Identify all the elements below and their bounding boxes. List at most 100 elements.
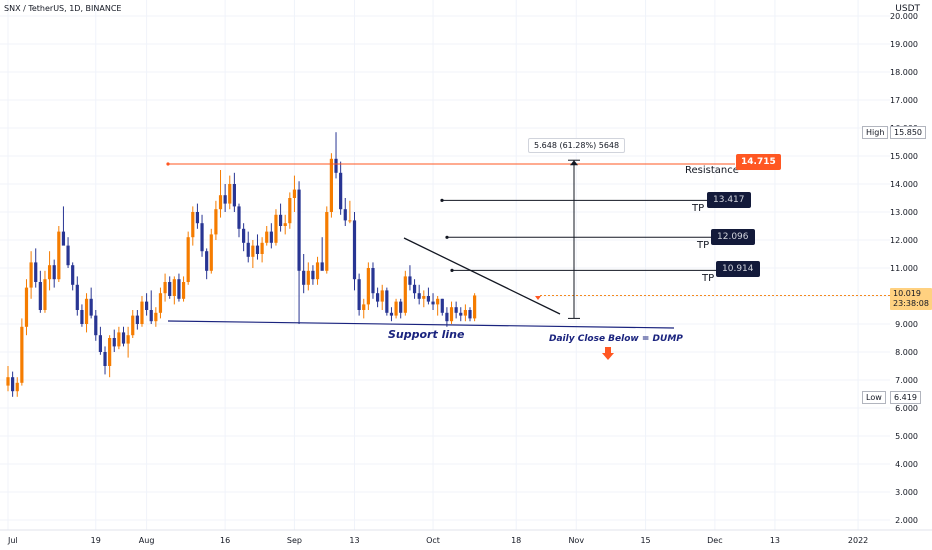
last-price-value: 10.019 xyxy=(893,289,921,298)
low-label: Low xyxy=(862,391,886,404)
candle xyxy=(20,318,24,386)
candle xyxy=(311,265,315,285)
candle-body xyxy=(334,158,338,173)
resistance-line-anchor[interactable] xyxy=(166,162,170,166)
x-tick-label: Dec xyxy=(707,536,722,545)
candle-body xyxy=(255,245,260,254)
candle-countdown: 23:38:08 xyxy=(893,299,929,308)
candle xyxy=(168,276,172,299)
candle-body xyxy=(149,310,153,322)
time-axis[interactable]: Jul 19 Aug 16 Sep 13 Oct 18 Nov 15 Dec 13 2022 xyxy=(0,529,932,545)
y-tick-label: 20.000 xyxy=(890,12,918,21)
candle-body xyxy=(186,237,190,282)
candle xyxy=(445,307,449,327)
candle-body xyxy=(302,270,306,285)
support-line[interactable] xyxy=(167,320,675,329)
support-line-label: Support line xyxy=(388,328,465,341)
candlestick-series xyxy=(6,132,477,397)
candle-body xyxy=(269,231,273,243)
candle-body xyxy=(135,315,139,324)
candle-body xyxy=(412,284,417,294)
candle-body xyxy=(357,279,361,310)
candle-body xyxy=(47,265,52,280)
tp-value-box-2: 12.096 xyxy=(711,229,755,245)
candle-body xyxy=(260,242,264,254)
candle xyxy=(255,234,260,260)
candle-body xyxy=(158,293,163,313)
candle xyxy=(80,304,84,327)
y-tick-label: 2.000 xyxy=(895,516,918,525)
candle xyxy=(149,290,153,324)
candle-body xyxy=(205,251,209,271)
candle-body xyxy=(422,296,426,299)
candle xyxy=(362,298,366,319)
candle-body xyxy=(209,234,213,271)
candle-body xyxy=(75,284,79,310)
candle-body xyxy=(228,184,232,204)
candle xyxy=(473,293,477,322)
descending-trend-line[interactable] xyxy=(403,237,561,315)
candle-body xyxy=(445,312,449,322)
candle xyxy=(380,284,384,310)
candle-body xyxy=(218,195,223,210)
candle xyxy=(43,270,47,313)
candle-body xyxy=(297,189,301,271)
candle-body xyxy=(468,310,472,319)
high-label: High xyxy=(862,126,889,139)
candle xyxy=(431,293,435,310)
candle-body xyxy=(94,315,98,336)
candle-body xyxy=(473,295,477,319)
x-tick-label: Oct xyxy=(426,536,440,545)
candle-body xyxy=(121,332,126,344)
candle xyxy=(426,287,431,305)
chart-drawings xyxy=(166,159,735,360)
candle-body xyxy=(131,315,135,336)
candle xyxy=(38,270,42,313)
candle-body xyxy=(352,220,357,280)
candle-body xyxy=(43,279,47,310)
candle xyxy=(463,304,467,322)
candle-body xyxy=(181,282,186,299)
candle xyxy=(260,237,264,263)
candle-body xyxy=(103,352,107,366)
candle-body xyxy=(403,276,407,313)
tp-label-2: TP xyxy=(697,240,710,251)
currency-label: USDT xyxy=(895,4,920,14)
candle xyxy=(357,273,361,316)
daily-close-note: Daily Close Below = DUMP xyxy=(549,334,683,344)
candle-body xyxy=(223,195,227,204)
price-axis[interactable]: 20.00019.00018.00017.00016.00015.00014.0… xyxy=(890,12,918,525)
symbol-title: SNX / TetherUS, 1D, BINANCE xyxy=(4,4,122,13)
candle-body xyxy=(320,262,324,271)
candle xyxy=(352,212,357,291)
candle xyxy=(29,251,33,299)
candle-body xyxy=(15,382,19,392)
candle-body xyxy=(242,228,246,243)
candle xyxy=(412,279,417,299)
tp-line-anchor xyxy=(445,235,449,239)
candle xyxy=(468,307,472,322)
candle xyxy=(181,276,186,302)
x-tick-label: 13 xyxy=(770,536,780,545)
candle xyxy=(242,223,246,252)
candle-body xyxy=(394,301,398,316)
last-price-box: 10.019 23:38:08 xyxy=(890,288,932,310)
candle xyxy=(75,276,79,316)
candle xyxy=(408,265,412,291)
y-tick-label: 9.000 xyxy=(895,320,918,329)
candle-body xyxy=(311,270,315,280)
candle xyxy=(292,175,297,212)
candle-body xyxy=(237,206,241,229)
candle-body xyxy=(11,377,15,392)
candle xyxy=(52,259,56,288)
candle xyxy=(172,276,176,305)
candle xyxy=(315,256,320,285)
y-tick-label: 13.000 xyxy=(890,208,918,217)
y-tick-label: 17.000 xyxy=(890,96,918,105)
tp-line-anchor xyxy=(450,268,454,273)
candle-body xyxy=(292,189,297,198)
price-range-measure[interactable] xyxy=(535,159,580,319)
y-tick-label: 3.000 xyxy=(895,488,918,497)
candle xyxy=(186,231,190,285)
